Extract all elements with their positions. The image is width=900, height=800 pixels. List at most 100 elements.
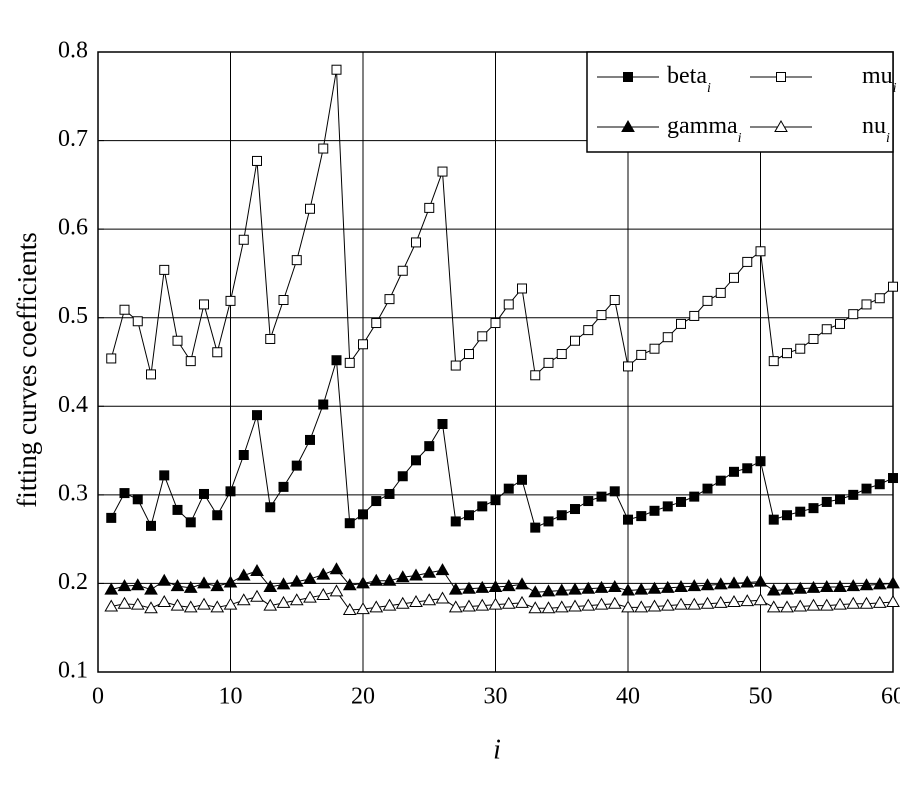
marker — [183, 580, 198, 593]
marker — [263, 598, 278, 611]
marker — [623, 361, 633, 372]
marker — [371, 318, 382, 329]
series-line — [110, 69, 894, 377]
marker — [424, 202, 435, 213]
y-tick-label: 0.2 — [58, 569, 88, 595]
marker — [199, 299, 209, 310]
marker — [437, 166, 448, 177]
marker — [859, 578, 874, 591]
marker — [674, 579, 688, 592]
marker — [475, 580, 490, 593]
marker — [448, 582, 463, 595]
marker — [861, 299, 872, 310]
marker — [609, 295, 620, 305]
legend-label: mui — [862, 63, 897, 97]
marker — [119, 304, 130, 315]
y-tick-label: 0.6 — [58, 215, 88, 241]
y-axis-label: fitting curves coefficients — [12, 232, 42, 507]
y-tick-label: 0.7 — [58, 126, 88, 152]
marker — [886, 576, 900, 589]
marker — [197, 576, 211, 589]
marker — [662, 332, 673, 343]
marker — [819, 598, 834, 611]
marker — [872, 577, 887, 590]
marker — [411, 455, 421, 466]
marker — [596, 491, 607, 502]
marker — [356, 576, 370, 589]
marker — [435, 563, 450, 576]
marker — [780, 600, 794, 613]
marker — [515, 595, 529, 608]
marker — [382, 573, 397, 586]
marker — [821, 324, 832, 335]
legend-item: betai — [597, 63, 711, 96]
marker — [172, 504, 183, 515]
marker — [700, 596, 715, 609]
marker — [636, 511, 647, 522]
marker — [607, 579, 622, 592]
marker — [225, 486, 236, 497]
marker — [236, 568, 251, 581]
marker — [183, 600, 198, 613]
marker — [199, 488, 209, 499]
marker — [316, 567, 331, 580]
marker — [541, 601, 556, 614]
marker — [793, 581, 808, 594]
marker — [250, 589, 264, 602]
marker — [422, 593, 437, 606]
marker — [477, 331, 488, 342]
marker — [768, 514, 779, 525]
marker — [662, 501, 673, 512]
marker — [753, 574, 768, 587]
marker — [265, 333, 276, 344]
marker — [740, 575, 755, 588]
marker — [197, 597, 211, 610]
marker — [727, 576, 741, 589]
marker — [276, 577, 291, 590]
marker — [806, 598, 821, 611]
marker — [318, 399, 329, 410]
legend-subscript: i — [886, 131, 890, 146]
marker — [819, 579, 834, 592]
marker — [541, 584, 556, 597]
marker — [422, 565, 437, 578]
marker — [636, 349, 647, 360]
marker — [397, 265, 408, 276]
marker — [808, 503, 819, 514]
marker — [568, 599, 582, 612]
marker — [159, 470, 170, 481]
marker — [358, 339, 368, 350]
marker — [318, 143, 329, 154]
legend-subscript: i — [893, 81, 897, 96]
marker — [305, 203, 315, 214]
marker — [581, 581, 596, 594]
marker — [700, 578, 715, 591]
legend-marker — [623, 72, 633, 82]
marker — [212, 510, 223, 521]
marker — [144, 582, 158, 595]
marker — [157, 573, 172, 586]
marker — [581, 598, 596, 611]
marker — [568, 582, 582, 595]
marker — [225, 295, 236, 306]
marker — [358, 509, 368, 520]
marker — [766, 583, 781, 596]
marker — [846, 579, 861, 592]
marker — [782, 348, 792, 359]
marker — [289, 574, 304, 587]
marker — [369, 573, 384, 586]
marker — [382, 598, 397, 611]
marker — [490, 318, 501, 329]
marker — [238, 234, 249, 245]
marker — [729, 272, 739, 283]
marker — [729, 466, 739, 477]
marker — [621, 600, 635, 613]
marker — [303, 571, 317, 584]
marker — [528, 585, 543, 598]
marker — [409, 595, 423, 608]
legend-label: gammai — [667, 113, 742, 147]
marker — [713, 577, 728, 590]
legend-subscript: i — [738, 131, 742, 146]
marker — [106, 512, 117, 523]
